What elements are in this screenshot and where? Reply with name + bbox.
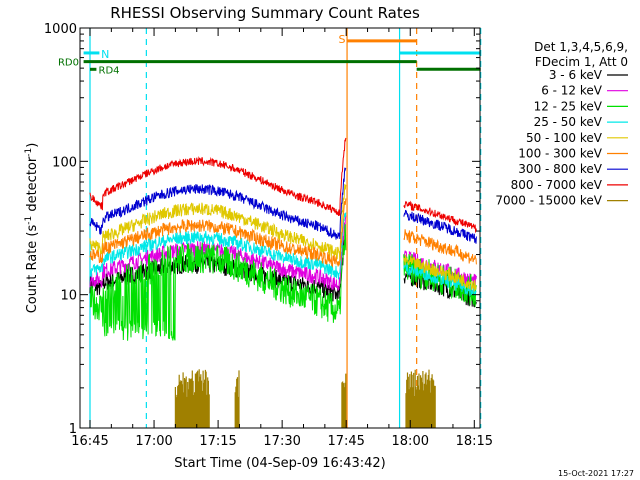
series-line-4-1 bbox=[403, 254, 477, 292]
legend-label-5: 100 - 300 keV bbox=[518, 147, 602, 161]
series-line-3-1 bbox=[403, 261, 477, 297]
series-line-7-1 bbox=[403, 200, 477, 234]
legend-label-2: 12 - 25 keV bbox=[534, 99, 603, 113]
legend-header-2: FDecim 1, Att 0 bbox=[535, 55, 628, 69]
y-tick-label-0: 1 bbox=[69, 422, 77, 437]
data-layer: N S RD0 RD4 bbox=[58, 28, 482, 428]
x-tick-label-2: 17:15 bbox=[199, 434, 236, 449]
legend-label-4: 50 - 100 keV bbox=[526, 131, 603, 145]
legend-label-3: 25 - 50 keV bbox=[534, 115, 603, 129]
series-line-4-0 bbox=[89, 183, 347, 261]
chart-title: RHESSI Observing Summary Count Rates bbox=[110, 4, 420, 22]
x-tick-label-0: 16:45 bbox=[71, 434, 108, 449]
y-tick-label-1: 10 bbox=[60, 289, 77, 304]
legend-label-0: 3 - 6 keV bbox=[549, 68, 603, 82]
series-line-7-0 bbox=[89, 137, 347, 216]
legend-header-1: Det 1,3,4,5,6,9, bbox=[534, 40, 628, 54]
legend: Det 1,3,4,5,6,9, FDecim 1, Att 0 3 - 6 k… bbox=[495, 40, 628, 208]
x-axis: 16:45 17:00 17:15 17:30 17:45 18:00 18:15 bbox=[71, 28, 493, 449]
legend-label-8: 7000 - 15000 keV bbox=[495, 194, 602, 208]
rd4-label: RD4 bbox=[99, 65, 120, 76]
series-line-6-1 bbox=[403, 209, 477, 244]
legend-label-1: 6 - 12 keV bbox=[541, 84, 603, 98]
legend-label-6: 300 - 800 keV bbox=[518, 162, 602, 176]
series-line-2-0 bbox=[89, 224, 347, 341]
x-tick-label-6: 18:15 bbox=[456, 434, 493, 449]
series-line-6-0 bbox=[89, 167, 347, 240]
footer-date: 15-Oct-2021 17:27 bbox=[558, 469, 634, 478]
x-tick-label-1: 17:00 bbox=[135, 434, 172, 449]
y-tick-label-2: 100 bbox=[52, 155, 77, 170]
saa-label: S bbox=[338, 33, 345, 46]
night-label: N bbox=[101, 48, 109, 61]
y-tick-label-3: 1000 bbox=[44, 22, 77, 37]
x-axis-label: Start Time (04-Sep-09 16:43:42) bbox=[174, 456, 385, 471]
x-tick-label-4: 17:45 bbox=[327, 434, 364, 449]
legend-label-7: 800 - 7000 keV bbox=[511, 178, 603, 192]
y-axis-label: Count Rate (s-1 detector-1) bbox=[24, 143, 40, 314]
high-energy-spikes-0 bbox=[174, 369, 210, 428]
y-axis: 1 10 100 1000 bbox=[44, 22, 480, 437]
rd0-label: RD0 bbox=[58, 58, 79, 69]
high-energy-spikes-3 bbox=[405, 369, 436, 428]
series-line-1-0 bbox=[89, 215, 347, 292]
x-tick-label-5: 18:00 bbox=[392, 434, 429, 449]
series-line-5-0 bbox=[89, 198, 347, 268]
series-line-5-1 bbox=[403, 229, 477, 265]
high-energy-spikes-2 bbox=[341, 373, 347, 428]
high-energy-spikes-1 bbox=[234, 370, 240, 428]
plot-frame bbox=[79, 27, 481, 429]
series-line-3-0 bbox=[89, 212, 347, 280]
x-tick-label-3: 17:30 bbox=[263, 434, 300, 449]
